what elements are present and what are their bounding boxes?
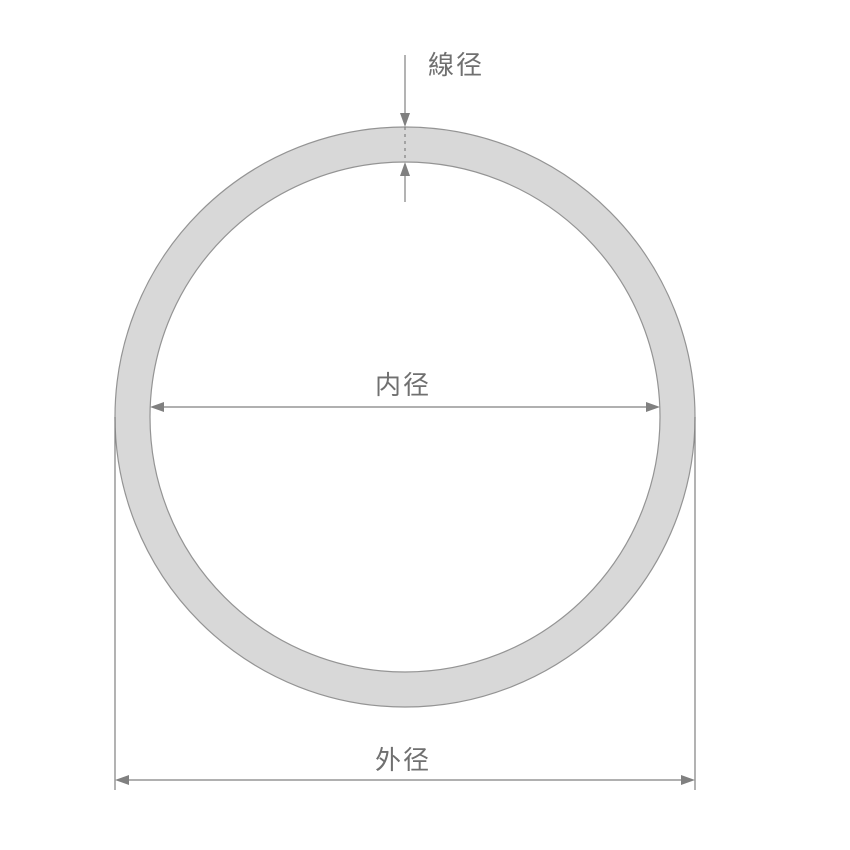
diagram-stage: 線径 内径 外径 xyxy=(0,0,850,850)
wire-diameter-label: 線径 xyxy=(428,45,484,82)
outer-diameter-label: 外径 xyxy=(375,740,431,777)
inner-diameter-label: 内径 xyxy=(375,365,431,402)
ring-diagram-svg xyxy=(0,0,850,850)
